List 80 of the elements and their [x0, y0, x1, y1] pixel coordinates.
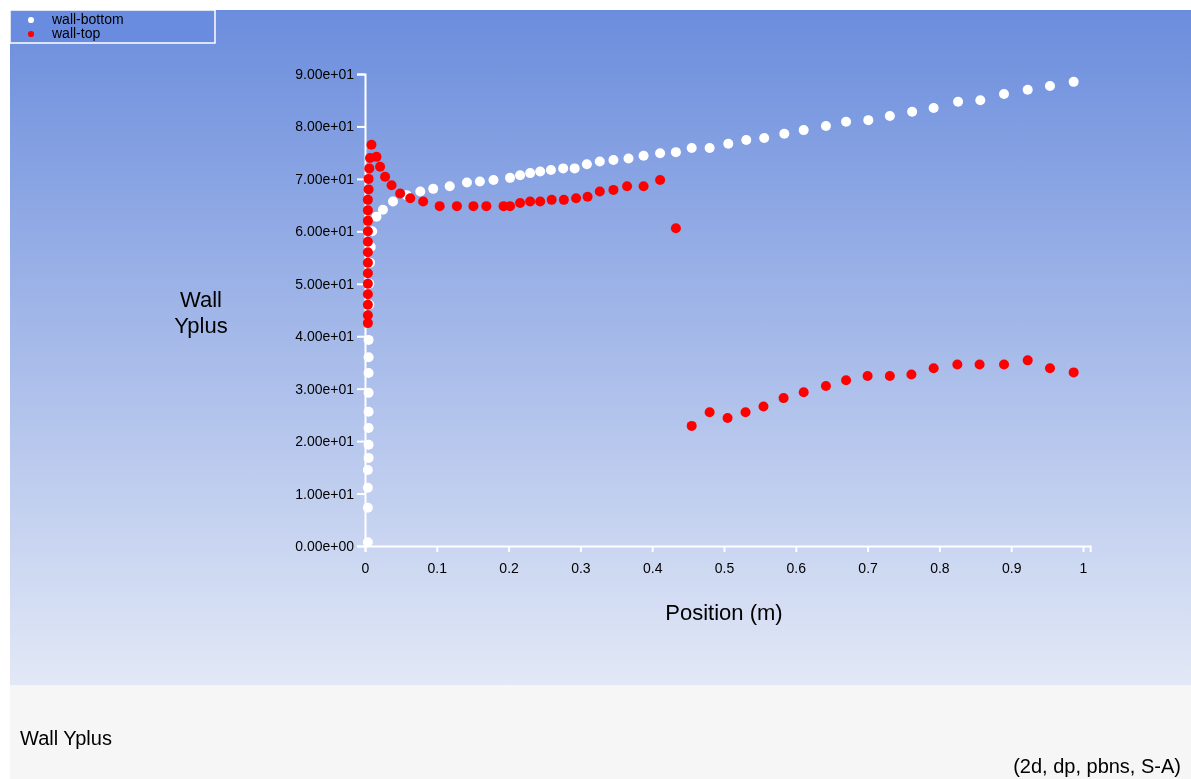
point [999, 88, 1010, 99]
point [608, 155, 619, 165]
text: Wall Yplus [20, 727, 112, 749]
y-tick-label: 1.00e+01 [295, 485, 355, 502]
point [638, 150, 649, 161]
point [884, 110, 895, 121]
y-tick-label: 2.00e+01 [295, 433, 355, 450]
point [741, 135, 752, 146]
point [623, 153, 634, 164]
point [525, 168, 536, 179]
text: (2d, dp, pbns, S-A) [1013, 755, 1181, 777]
point [863, 115, 874, 126]
point [928, 103, 939, 114]
point [363, 352, 374, 363]
point [488, 174, 499, 185]
x-tick-label: 0.4 [642, 560, 663, 577]
point [362, 464, 373, 475]
y-tick-label: 7.00e+01 [295, 170, 355, 187]
point [362, 502, 373, 513]
point [428, 183, 439, 194]
point [363, 334, 374, 345]
point [798, 125, 809, 136]
y-tick-label: 0.00e+00 [295, 537, 355, 554]
point [362, 482, 373, 493]
point [363, 367, 374, 378]
point [377, 204, 388, 215]
point [594, 156, 605, 167]
point [535, 166, 546, 177]
y-tick-label: 3.00e+01 [295, 380, 355, 397]
legend-label: wall-bottom [51, 11, 124, 27]
point [558, 163, 569, 174]
point [655, 148, 666, 159]
point [841, 116, 852, 127]
x-tick-label: 0.9 [1001, 560, 1022, 577]
point [444, 181, 455, 192]
x-tick-label: 0.2 [499, 560, 520, 577]
point [461, 177, 472, 188]
point [415, 186, 426, 197]
point [1068, 76, 1079, 87]
y-tick-label: 4.00e+01 [295, 328, 355, 345]
point [388, 196, 398, 207]
point [515, 170, 526, 181]
point [820, 120, 831, 131]
point [686, 142, 697, 153]
x-tick-label: 0.6 [786, 560, 807, 577]
y-tick-label: 9.00e+01 [295, 65, 355, 82]
y-tick-label: 8.00e+01 [295, 118, 355, 135]
point [363, 439, 374, 450]
point [1044, 81, 1055, 92]
x-tick-label: 0 [361, 560, 370, 577]
point [953, 96, 964, 107]
point [363, 387, 374, 398]
x-axis-title: Position (m) [665, 600, 783, 625]
point [569, 163, 580, 174]
point [581, 159, 592, 170]
y-tick-label: 6.00e+01 [295, 223, 355, 240]
point [545, 164, 556, 175]
x-tick-label: 1 [1079, 560, 1088, 577]
point [759, 132, 770, 143]
point [907, 106, 918, 117]
point [371, 211, 382, 222]
point [779, 128, 790, 139]
y-tick-label: 5.00e+01 [295, 275, 355, 292]
point [975, 95, 986, 106]
point [505, 172, 516, 183]
legend-label: wall-top [51, 25, 101, 41]
x-tick-label: 0.1 [427, 560, 448, 577]
point [670, 147, 681, 158]
point [363, 452, 374, 463]
point [363, 406, 374, 417]
point [723, 138, 734, 149]
point [704, 142, 715, 153]
x-tick-label: 0.7 [858, 560, 879, 577]
x-tick-label: 0.3 [571, 560, 591, 577]
y-axis-title: Wall Yplus [174, 287, 228, 338]
point [1022, 84, 1033, 95]
point [474, 176, 485, 187]
point [363, 423, 374, 433]
x-tick-label: 0.5 [714, 560, 735, 577]
x-tick-label: 0.8 [930, 560, 950, 577]
